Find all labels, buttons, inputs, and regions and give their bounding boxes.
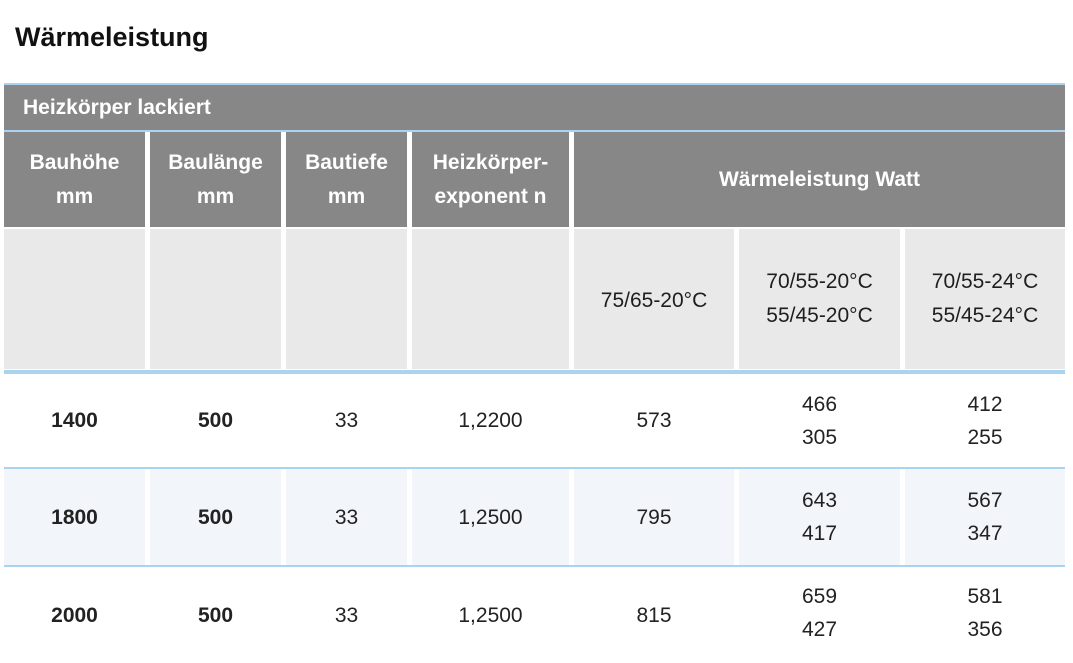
row2-exponent: 1,2500 — [458, 505, 523, 529]
row1-w2: 466 305 — [739, 374, 900, 467]
header-bautiefe-line1: Bautiefe — [305, 150, 388, 174]
header-bauhoehe-line2: mm — [55, 184, 94, 208]
header-bauhoehe: Bauhöhe mm — [4, 132, 145, 227]
row1-laenge: 500 — [197, 409, 234, 432]
row3-laenge: 500 — [197, 603, 234, 627]
header-waermeleistung: Wärmeleistung Watt — [574, 132, 1065, 227]
subheader-7055-24: 70/55-24°C 55/45-24°C — [905, 229, 1065, 369]
subheader-7055-24-line2: 55/45-24°C — [931, 304, 1039, 327]
header-bautiefe: Bautiefe mm — [286, 132, 407, 227]
row1-w1: 573 — [636, 409, 672, 432]
row3-w2-a: 659 — [801, 585, 838, 608]
table-top-rule — [4, 83, 1065, 85]
row2-background — [4, 469, 1065, 565]
row2-w2: 643 417 — [739, 469, 900, 565]
header-baulaenge: Baulänge mm — [150, 132, 281, 227]
row2-w3-b: 347 — [967, 522, 1003, 545]
header-bautiefe-line2: mm — [327, 184, 366, 208]
row3-w3-a: 581 — [967, 585, 1003, 608]
row1-w3-b: 255 — [967, 425, 1003, 449]
row3-w1: 815 — [636, 603, 672, 627]
row2-w2-a: 643 — [801, 489, 838, 512]
row1-w3-a: 412 — [967, 392, 1003, 416]
caption-rule — [4, 130, 1065, 132]
subheader-7055-20-line1: 70/55-20°C — [766, 270, 873, 293]
row2-w1: 795 — [636, 505, 672, 529]
row3-w3-b: 356 — [967, 618, 1003, 641]
row3-exponent: 1,2500 — [458, 603, 523, 627]
row3-w2: 659 427 — [739, 567, 900, 659]
header-bauhoehe-line1: Bauhöhe — [29, 150, 120, 174]
row2-tiefe: 33 — [334, 505, 359, 529]
row2-w3-a: 567 — [967, 489, 1003, 512]
header-exponent: Heizkörper- exponent n — [412, 132, 569, 227]
row1-tiefe: 33 — [334, 409, 359, 432]
subheader-7055-20-line2: 55/45-20°C — [766, 304, 873, 327]
subheader-7055-20: 70/55-20°C 55/45-20°C — [739, 229, 900, 369]
header-bottom-rule — [4, 370, 1065, 374]
row1-w2-b: 305 — [801, 425, 838, 449]
col-gap — [734, 469, 739, 565]
row2-w2-b: 417 — [801, 522, 838, 545]
subheader-empty-4 — [412, 229, 569, 369]
heat-output-table: Heizkörper lackiert Bauhöhe mm Baulänge … — [4, 83, 1065, 659]
row1-w2-a: 466 — [801, 392, 838, 416]
subheader-7055-24-line1: 70/55-24°C — [931, 270, 1039, 293]
table-caption: Heizkörper lackiert — [4, 85, 1065, 130]
col-gap — [569, 469, 574, 565]
row1-hoehe: 1400 — [51, 409, 98, 432]
row2-w3: 567 347 — [905, 469, 1065, 565]
row1-rule — [4, 467, 1065, 469]
row3-w2-b: 427 — [801, 618, 838, 641]
row2-laenge: 500 — [197, 505, 234, 529]
page-title: Wärmeleistung — [15, 22, 209, 52]
subheader-empty-2 — [150, 229, 281, 369]
row1-w3: 412 255 — [905, 374, 1065, 467]
col-gap — [145, 469, 150, 565]
subheader-7565-20: 75/65-20°C — [574, 229, 734, 369]
row1-exponent: 1,2200 — [458, 409, 523, 432]
col-gap — [281, 469, 286, 565]
row3-hoehe: 2000 — [51, 603, 98, 627]
header-baulaenge-line2: mm — [196, 184, 235, 208]
col-gap — [407, 469, 412, 565]
row2-rule — [4, 565, 1065, 567]
row2-hoehe: 1800 — [51, 505, 98, 529]
header-exponent-line1: Heizkörper- — [432, 150, 549, 174]
header-baulaenge-line1: Baulänge — [168, 150, 263, 174]
subheader-empty-1 — [4, 229, 145, 369]
col-gap — [900, 469, 905, 565]
row3-tiefe: 33 — [334, 603, 359, 627]
header-exponent-line2: exponent n — [434, 184, 547, 208]
subheader-empty-3 — [286, 229, 407, 369]
row3-w3: 581 356 — [905, 567, 1065, 659]
